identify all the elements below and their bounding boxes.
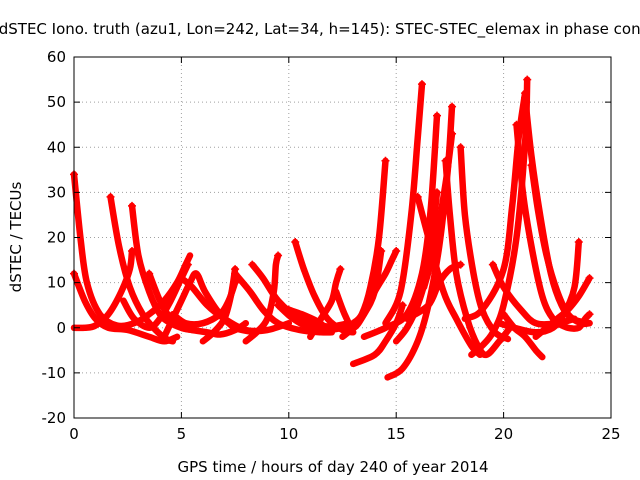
plus-marker — [231, 269, 240, 278]
plus-marker — [145, 269, 154, 278]
plus-marker — [441, 156, 450, 165]
series-arc25 — [360, 111, 442, 341]
y-tick-label: 20 — [47, 229, 66, 247]
chart-title: dSTEC Iono. truth (azu1, Lon=242, Lat=34… — [0, 20, 640, 39]
series-arc29 — [413, 192, 484, 359]
series-trace — [178, 274, 293, 335]
series-trace — [360, 112, 441, 341]
x-tick-label: 10 — [279, 425, 298, 443]
plus-marker — [585, 274, 594, 283]
series-arc11 — [177, 274, 293, 335]
series-arc16 — [291, 238, 357, 336]
x-axis-label: GPS time / hours of day 240 of year 2014 — [178, 458, 489, 476]
x-tick-label: 25 — [601, 425, 620, 443]
series-trace — [442, 157, 514, 359]
y-tick-label: 60 — [47, 48, 66, 66]
y-tick-label: 10 — [47, 274, 66, 292]
plus-marker — [177, 274, 186, 283]
plus-marker — [523, 75, 532, 84]
plus-marker — [448, 129, 457, 138]
plus-marker — [527, 161, 536, 170]
y-tick-label: 50 — [47, 93, 66, 111]
x-tick-label: 5 — [177, 425, 187, 443]
series-trace — [285, 306, 353, 332]
y-tick-label: 30 — [47, 183, 66, 201]
plus-marker — [433, 111, 442, 120]
series-arc40 — [499, 310, 546, 361]
series-arc27 — [420, 129, 457, 291]
series-arc22 — [349, 301, 407, 368]
series-arc24 — [382, 80, 426, 327]
series-trace — [414, 193, 484, 359]
series-arc32 — [468, 75, 532, 359]
series-trace — [70, 247, 136, 332]
series-trace — [420, 130, 456, 291]
y-tick-label: -20 — [42, 409, 67, 427]
plus-marker — [448, 102, 457, 111]
plus-marker — [183, 260, 192, 269]
y-axis-label: dSTEC / TECUs — [7, 181, 25, 292]
series-trace — [291, 238, 357, 336]
plus-marker — [456, 143, 465, 152]
series-trace — [242, 252, 282, 345]
x-tick-label: 15 — [387, 425, 406, 443]
series-trace — [500, 310, 546, 361]
series-arc41 — [554, 310, 594, 332]
series-arc39 — [532, 274, 594, 341]
plus-marker — [392, 247, 401, 256]
plus-marker — [433, 188, 442, 197]
plus-marker — [413, 192, 422, 201]
series-trace — [70, 270, 181, 345]
series-trace — [382, 80, 426, 327]
plot-area — [70, 75, 594, 381]
series-arc30 — [441, 156, 514, 359]
plus-marker — [381, 156, 390, 165]
plus-marker — [521, 93, 530, 102]
series-trace — [307, 265, 344, 341]
plus-marker — [336, 265, 345, 274]
series-trace — [339, 247, 400, 341]
series-trace — [554, 310, 593, 332]
plus-marker — [585, 310, 594, 319]
plus-marker — [291, 238, 300, 247]
series-arc21 — [339, 247, 401, 341]
plus-marker — [106, 192, 115, 201]
plus-marker — [284, 305, 293, 314]
series-trace — [468, 76, 531, 359]
x-tick-label: 20 — [494, 425, 513, 443]
series-trace — [349, 301, 406, 368]
series-trace — [145, 270, 250, 338]
y-tick-label: 40 — [47, 138, 66, 156]
series-trace — [532, 274, 593, 341]
plus-marker — [248, 260, 257, 269]
series-arc17 — [284, 305, 353, 332]
plus-marker — [274, 301, 283, 310]
plus-marker — [512, 120, 521, 129]
plus-marker — [398, 301, 407, 310]
series-arc7 — [145, 269, 250, 338]
plus-marker — [488, 260, 497, 269]
plus-marker — [417, 80, 426, 89]
y-tick-label: -10 — [42, 364, 67, 382]
axis-ticks: 0 5 10 15 20 25 -20 -10 0 10 20 30 40 50 60 — [42, 48, 621, 443]
series-arc18 — [307, 265, 345, 341]
y-tick-label: 0 — [56, 319, 66, 337]
plus-marker — [274, 251, 283, 260]
x-tick-label: 0 — [69, 425, 79, 443]
plus-marker — [499, 310, 508, 319]
series-arc13 — [242, 251, 283, 345]
plus-marker — [127, 201, 136, 210]
plus-marker — [574, 238, 583, 247]
